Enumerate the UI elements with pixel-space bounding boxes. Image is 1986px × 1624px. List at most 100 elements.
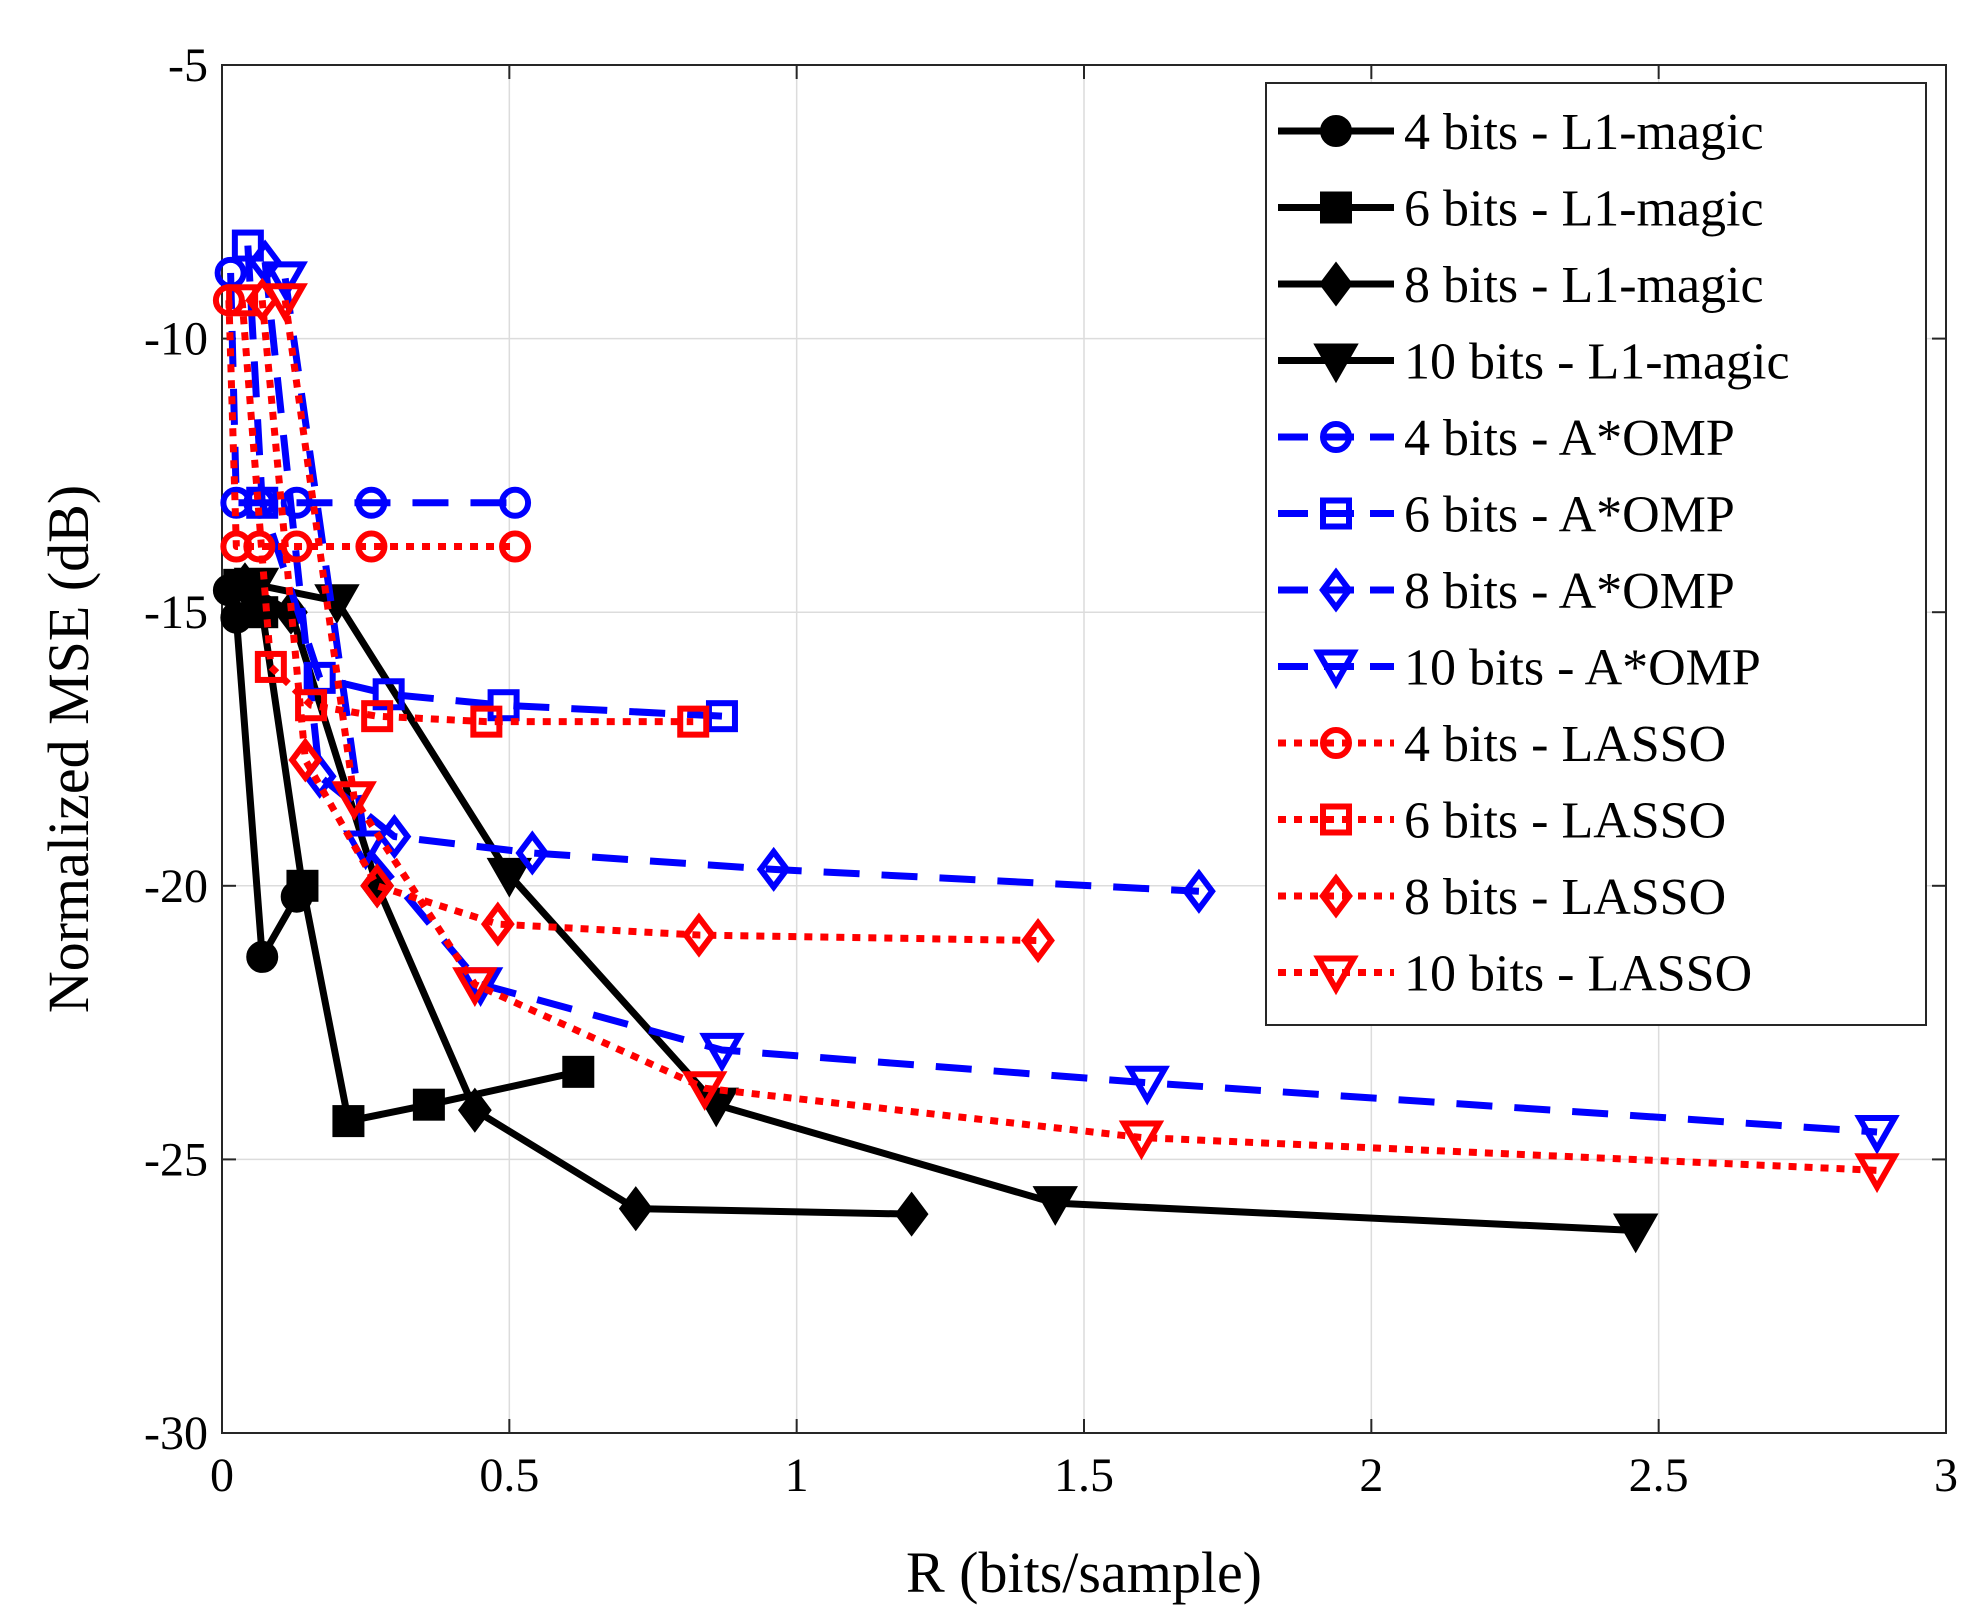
legend-label: 4 bits - LASSO	[1404, 716, 1726, 773]
data-point	[699, 1032, 745, 1073]
legend-marker	[1313, 649, 1359, 690]
legend-item: 8 bits - A*OMP	[1278, 563, 1735, 620]
legend-item: 4 bits - L1-magic	[1278, 104, 1764, 161]
legend-label: 6 bits - A*OMP	[1404, 487, 1735, 544]
series-line	[258, 299, 1039, 945]
legend-marker	[1319, 261, 1353, 307]
data-point	[280, 486, 313, 519]
x-tick-label: 1.5	[1054, 1449, 1114, 1502]
data-point	[1612, 1213, 1659, 1254]
series-line	[238, 300, 694, 726]
data-point	[246, 486, 279, 519]
data-point	[562, 1055, 595, 1088]
data-point	[470, 705, 503, 738]
legend-marker	[1320, 803, 1352, 836]
legend-label: 4 bits - A*OMP	[1404, 410, 1735, 467]
y-tick-label: -5	[168, 39, 208, 92]
data-point	[894, 1191, 929, 1237]
data-point	[682, 912, 716, 958]
data-point	[1124, 1065, 1170, 1106]
data-point	[331, 781, 377, 821]
series-10	[226, 284, 710, 738]
legend-marker	[1319, 567, 1353, 613]
y-tick-label: -25	[144, 1133, 208, 1186]
x-tick-label: 0	[210, 1449, 234, 1502]
legend-marker	[1320, 191, 1352, 224]
data-point	[515, 830, 550, 876]
legend-marker	[1319, 873, 1353, 919]
legend-box	[1265, 82, 1927, 1026]
data-point	[1032, 1186, 1078, 1226]
legend-label: 10 bits - A*OMP	[1404, 640, 1761, 697]
data-point	[262, 283, 308, 324]
data-point	[457, 1087, 492, 1133]
y-tick-label: -30	[144, 1407, 208, 1460]
legend-label: 10 bits - L1-magic	[1404, 334, 1790, 391]
data-point	[486, 857, 533, 898]
legend-label: 10 bits - LASSO	[1404, 946, 1752, 1003]
legend-item: 10 bits - LASSO	[1278, 946, 1752, 1003]
data-point	[452, 967, 498, 1008]
legend-item: 4 bits - LASSO	[1278, 716, 1726, 773]
legend-label: 6 bits - L1-magic	[1404, 181, 1764, 238]
legend-marker	[1313, 955, 1359, 996]
series-line	[281, 277, 1878, 1136]
data-point	[499, 486, 532, 519]
data-point	[412, 1088, 445, 1121]
legend-marker	[1320, 115, 1352, 147]
legend-label: 4 bits - L1-magic	[1404, 104, 1764, 161]
data-point	[756, 846, 791, 892]
legend-marker	[1320, 421, 1352, 453]
data-point	[487, 689, 520, 722]
data-point	[355, 530, 388, 563]
legend-item: 6 bits - LASSO	[1278, 793, 1726, 850]
legend-item: 10 bits - L1-magic	[1278, 334, 1790, 391]
y-tick-label: -15	[144, 586, 208, 639]
data-point	[220, 530, 253, 563]
data-point	[1118, 1120, 1165, 1161]
legend-item: 6 bits - L1-magic	[1278, 181, 1764, 238]
data-point	[288, 737, 323, 783]
data-point	[254, 650, 287, 683]
data-point	[262, 261, 308, 302]
legend: 4 bits - L1-magic 6 bits - L1-magic 8 bits…	[1265, 82, 1927, 1026]
data-point	[360, 863, 395, 909]
legend-label: 8 bits - A*OMP	[1404, 563, 1735, 620]
y-tick-label: -10	[144, 313, 208, 366]
y-tick-label: -20	[144, 860, 208, 913]
data-point	[1021, 917, 1055, 964]
series-line	[281, 299, 1878, 1174]
data-point	[682, 1071, 728, 1111]
data-point	[677, 705, 710, 738]
data-point	[226, 284, 259, 317]
x-tick-label: 1	[785, 1449, 809, 1502]
series-layer	[212, 229, 1900, 1254]
legend-item: 6 bits - A*OMP	[1278, 487, 1735, 544]
x-tick-label: 2.5	[1629, 1449, 1689, 1502]
data-point	[361, 700, 394, 733]
legend-label: 8 bits - LASSO	[1404, 869, 1726, 926]
series-12	[262, 283, 1900, 1194]
data-point	[1182, 868, 1216, 914]
legend-label: 6 bits - LASSO	[1404, 793, 1726, 850]
data-point	[480, 901, 515, 947]
legend-item: 8 bits - LASSO	[1278, 869, 1726, 926]
x-tick-label: 2	[1359, 1449, 1383, 1502]
y-axis-label: Normalized MSE (dB)	[36, 485, 101, 1013]
data-point	[1854, 1153, 1900, 1194]
legend-label: 8 bits - L1-magic	[1404, 257, 1764, 314]
legend-marker	[1320, 727, 1352, 759]
data-point	[355, 486, 388, 519]
legend-item: 4 bits - A*OMP	[1278, 410, 1735, 467]
legend-marker	[1320, 497, 1352, 530]
data-point	[248, 239, 283, 285]
data-point	[246, 940, 279, 973]
legend-item: 10 bits - A*OMP	[1278, 640, 1761, 697]
data-point	[220, 601, 253, 634]
legend-marker	[1313, 343, 1359, 384]
legend-item: 8 bits - L1-magic	[1278, 257, 1764, 314]
data-point	[499, 530, 532, 563]
x-axis-label: R (bits/sample)	[906, 1540, 1262, 1605]
data-point	[332, 1105, 365, 1138]
